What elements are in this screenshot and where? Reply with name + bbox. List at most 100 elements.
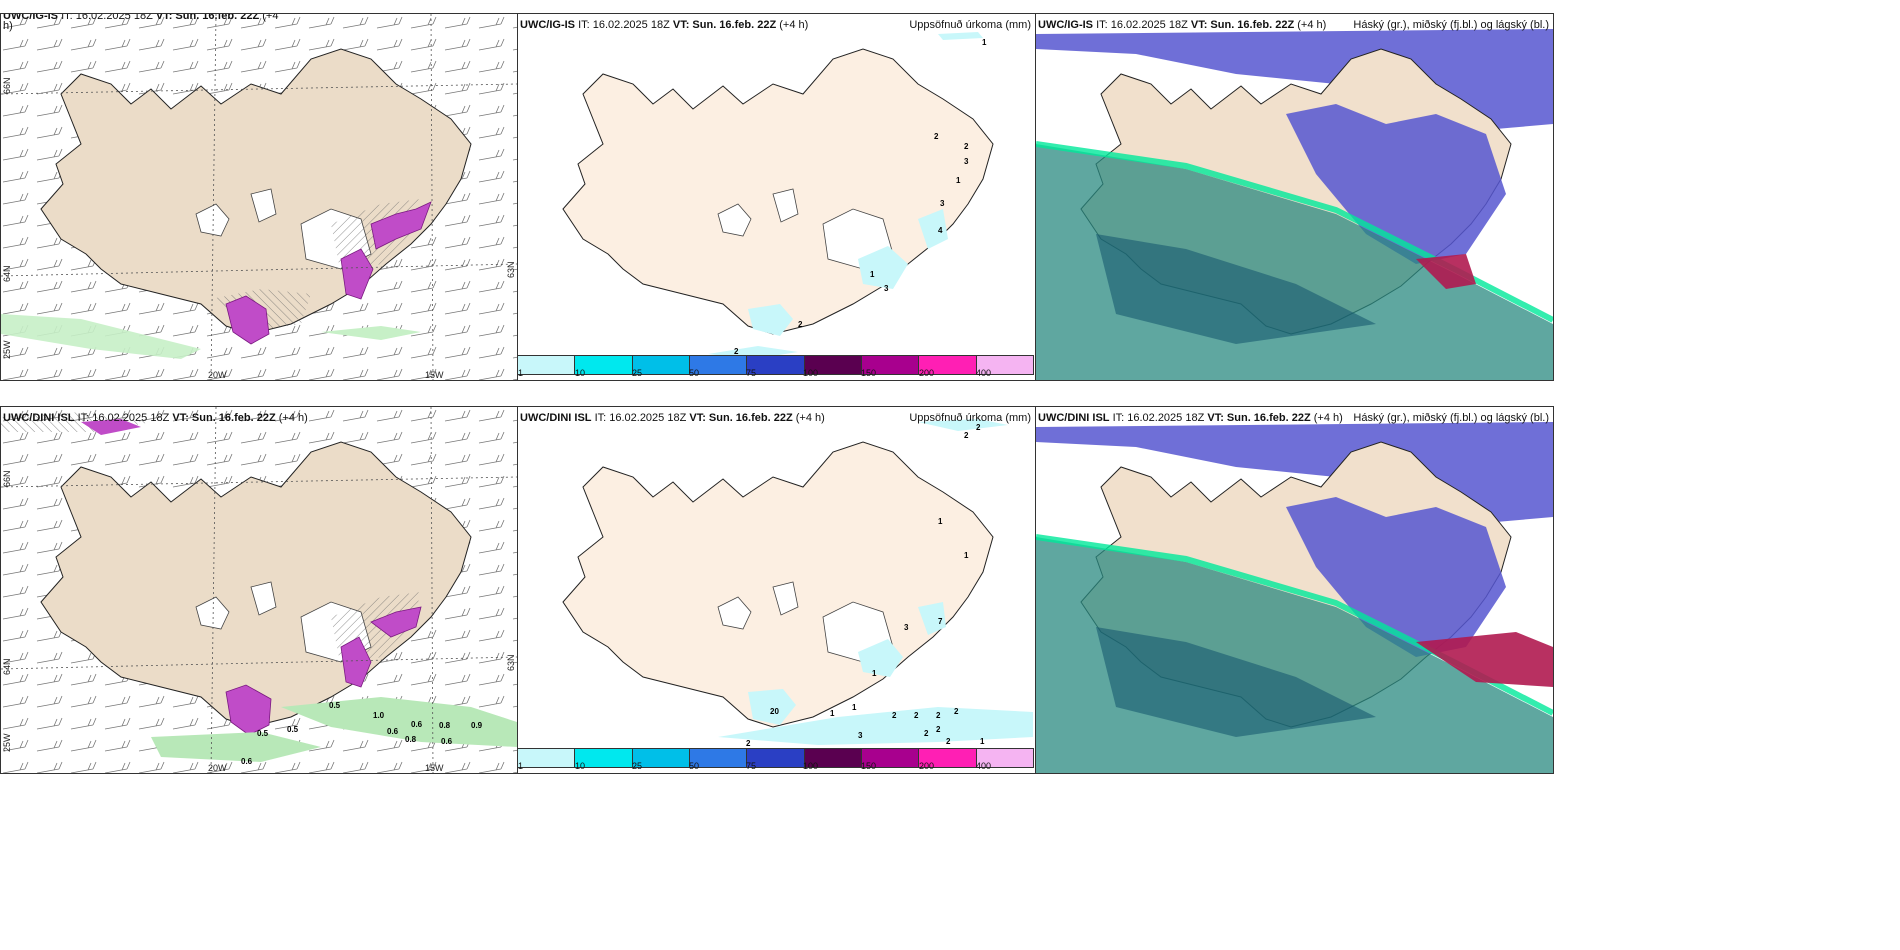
panel-title: UWC/IG-IS IT: 16.02.2025 18Z VT: Sun. 16… bbox=[3, 13, 279, 22]
legend-tick: 75 bbox=[746, 761, 757, 771]
precip-value: 2 bbox=[936, 725, 941, 734]
valid-time: VT: Sun. 16.feb. 22Z bbox=[1190, 19, 1295, 31]
legend-ticks: 1 10 25 50 75 100 150 200 400 bbox=[517, 368, 1034, 380]
valid-time: VT: Sun. 16.feb. 22Z bbox=[672, 19, 777, 31]
legend-swatch bbox=[689, 749, 748, 767]
panel-title: UWC/IG-IS IT: 16.02.2025 18Z VT: Sun. 16… bbox=[520, 19, 808, 31]
precip-value: 1 bbox=[852, 703, 857, 712]
lon-label-25w: 25W bbox=[2, 340, 12, 359]
precip-value: 1 bbox=[872, 669, 877, 678]
precip-map bbox=[562, 32, 994, 359]
lat-label-66n: 66N bbox=[2, 77, 12, 94]
init-time: IT: 16.02.2025 18Z bbox=[594, 412, 687, 424]
legend-swatch bbox=[976, 356, 1033, 374]
precip-value: 2 bbox=[976, 423, 981, 432]
legend-tick: 400 bbox=[976, 761, 992, 771]
wind-map bbox=[1, 14, 517, 380]
wind-value: 0.8 bbox=[439, 721, 451, 730]
iceland-land bbox=[562, 48, 994, 335]
panel-variable-label: Uppsöfnuð úrkoma (mm) bbox=[909, 412, 1031, 424]
legend-swatch bbox=[518, 356, 576, 374]
precip-value: 1 bbox=[964, 551, 969, 560]
wind-value: 0.6 bbox=[241, 757, 253, 766]
init-time: IT: 16.02.2025 18Z bbox=[1096, 19, 1188, 31]
precip-value: 2 bbox=[936, 711, 941, 720]
map-panel-bottom-left[interactable]: UWC/DINI ISL IT: 16.02.2025 18Z VT: Sun.… bbox=[0, 406, 518, 774]
precip-color-legend bbox=[517, 748, 1034, 768]
legend-swatch bbox=[518, 749, 576, 767]
init-time: IT: 16.02.2025 18Z bbox=[578, 19, 670, 31]
legend-tick: 10 bbox=[575, 761, 586, 771]
init-time: IT: 16.02.2025 18Z bbox=[1112, 412, 1205, 424]
legend-swatch bbox=[747, 356, 805, 374]
lead-time: (+4 h) bbox=[795, 412, 825, 424]
precip-value: 2 bbox=[734, 347, 739, 356]
precip-value: 7 bbox=[938, 617, 943, 626]
model-name: UWC/DINI ISL bbox=[1038, 412, 1110, 424]
legend-swatch bbox=[919, 749, 977, 767]
lead-time: (+4 h) bbox=[779, 19, 809, 31]
map-panel-bottom-right[interactable]: UWC/DINI ISL IT: 16.02.2025 18Z VT: Sun.… bbox=[1035, 406, 1554, 774]
precip-value: 2 bbox=[964, 431, 969, 440]
panel-title: UWC/DINI ISL IT: 16.02.2025 18Z VT: Sun.… bbox=[1038, 412, 1343, 424]
legend-tick: 400 bbox=[976, 368, 992, 378]
legend-ticks: 1 10 25 50 75 100 150 200 400 bbox=[517, 761, 1034, 773]
cloud-map bbox=[1036, 14, 1553, 380]
model-name: UWC/DINI ISL bbox=[520, 412, 592, 424]
legend-tick: 75 bbox=[746, 368, 757, 378]
wind-value: 0.9 bbox=[471, 721, 483, 730]
precip-value: 3 bbox=[964, 157, 969, 166]
precip-map bbox=[562, 419, 1033, 745]
lat-label-63n: 63N bbox=[506, 261, 516, 278]
map-panel-bottom-mid[interactable]: UWC/DINI ISL IT: 16.02.2025 18Z VT: Sun.… bbox=[517, 406, 1036, 774]
wind-value: 0.6 bbox=[441, 737, 453, 746]
legend-tick: 150 bbox=[861, 368, 877, 378]
precip-value: 3 bbox=[858, 731, 863, 740]
model-name: UWC/IG-IS bbox=[520, 19, 575, 31]
legend-swatch bbox=[804, 356, 862, 374]
legend-swatch bbox=[861, 356, 920, 374]
init-time: IT: 16.02.2025 18Z bbox=[61, 13, 153, 22]
legend-swatch bbox=[575, 356, 633, 374]
precip-value: 1 bbox=[830, 709, 835, 718]
cloud-map bbox=[1036, 407, 1553, 773]
lead-time: (+4 h) bbox=[1313, 412, 1343, 424]
lead-time: (+4 bbox=[262, 13, 279, 22]
panel-variable-label: Háský (gr.), miðský (fj.bl.) og lágský (… bbox=[1353, 412, 1549, 424]
lead-time: (+4 h) bbox=[1297, 19, 1327, 31]
wind-value: 0.6 bbox=[387, 727, 399, 736]
valid-time: VT: Sun. 16.feb. 22Z bbox=[689, 412, 793, 424]
precip-value: 1 bbox=[938, 517, 943, 526]
wind-value: 0.6 bbox=[411, 720, 423, 729]
lon-label-15w: 15W bbox=[425, 763, 444, 773]
legend-swatch bbox=[747, 749, 805, 767]
panel-title: UWC/IG-IS IT: 16.02.2025 18Z VT: Sun. 16… bbox=[1038, 19, 1326, 31]
precip-value: 2 bbox=[914, 711, 919, 720]
precip-value: 1 bbox=[956, 176, 961, 185]
wind-map bbox=[1, 407, 517, 773]
lat-label-66n: 66N bbox=[2, 470, 12, 487]
legend-swatch bbox=[861, 749, 920, 767]
legend-swatch bbox=[804, 749, 862, 767]
legend-tick: 10 bbox=[575, 368, 586, 378]
precip-value: 4 bbox=[938, 226, 943, 235]
map-panel-top-mid[interactable]: UWC/IG-IS IT: 16.02.2025 18Z VT: Sun. 16… bbox=[517, 13, 1036, 381]
legend-swatch bbox=[575, 749, 633, 767]
map-panel-top-right[interactable]: UWC/IG-IS IT: 16.02.2025 18Z VT: Sun. 16… bbox=[1035, 13, 1554, 381]
precip-value: 2 bbox=[892, 711, 897, 720]
lon-label-25w: 25W bbox=[2, 733, 12, 752]
lon-label-15w: 15W bbox=[425, 370, 444, 380]
legend-tick: 1 bbox=[518, 368, 524, 378]
legend-swatch bbox=[632, 749, 690, 767]
precip-value: 2 bbox=[954, 707, 959, 716]
map-panel-top-left[interactable]: UWC/IG-IS IT: 16.02.2025 18Z VT: Sun. 16… bbox=[0, 13, 518, 381]
legend-tick: 200 bbox=[919, 761, 935, 771]
legend-tick: 150 bbox=[861, 761, 877, 771]
legend-tick: 100 bbox=[803, 761, 819, 771]
model-name: UWC/IG-IS bbox=[1038, 19, 1093, 31]
precip-value: 1 bbox=[870, 270, 875, 279]
precip-value: 20 bbox=[770, 707, 779, 716]
wind-value: 0.5 bbox=[329, 701, 341, 710]
legend-tick: 25 bbox=[632, 761, 643, 771]
valid-time: VT: Sun. 16.feb. 22Z bbox=[172, 412, 276, 424]
